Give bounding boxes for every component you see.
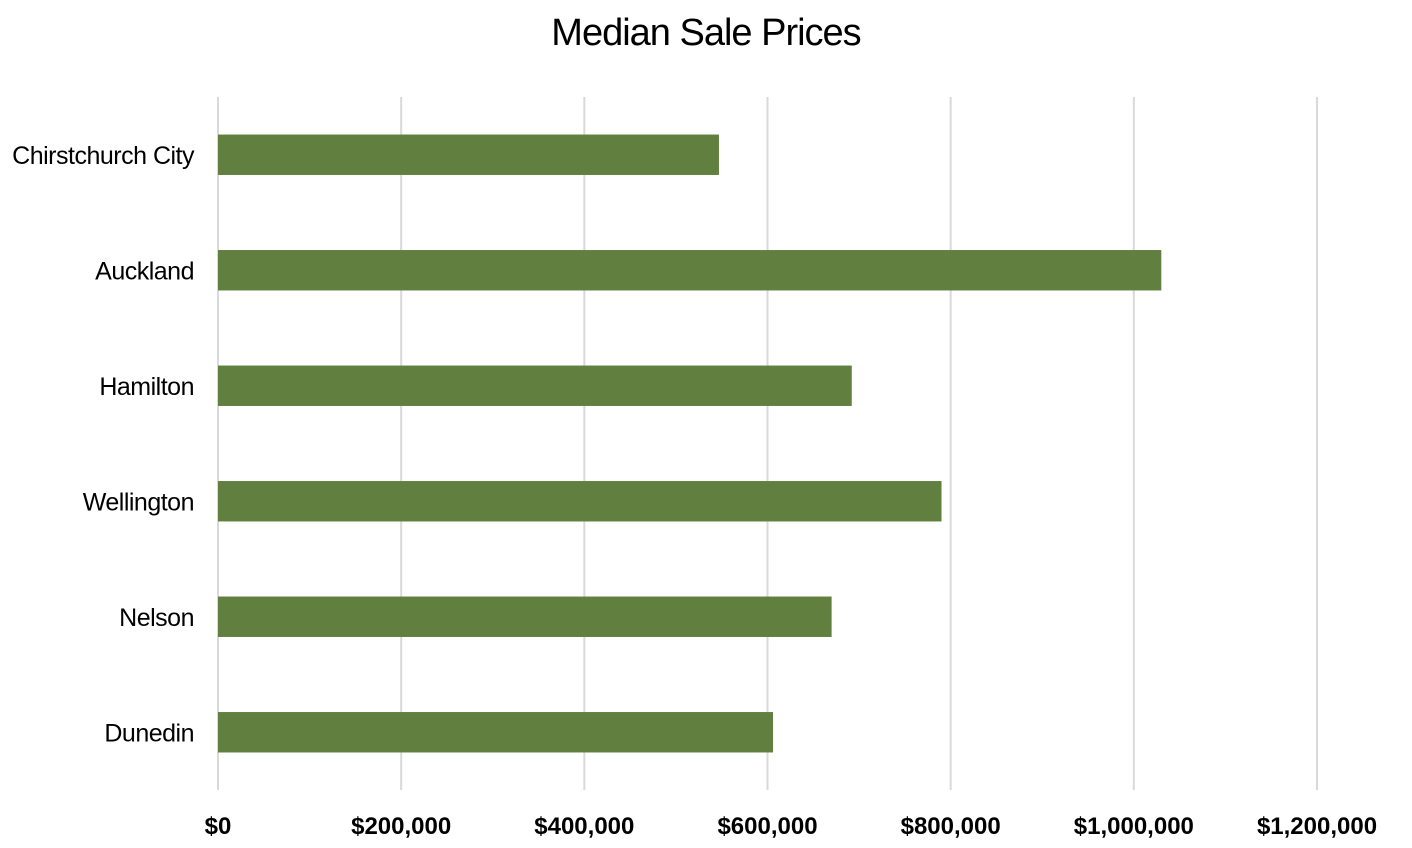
category-label: Wellington: [83, 488, 194, 516]
chart-title: Median Sale Prices: [551, 12, 861, 54]
bar: [218, 481, 942, 522]
x-tick-label: $800,000: [901, 813, 1001, 840]
bar: [218, 365, 852, 406]
x-tick-label: $600,000: [717, 813, 817, 840]
x-tick-label: $1,200,000: [1257, 813, 1377, 840]
x-tick-label: $1,000,000: [1074, 813, 1194, 840]
category-label: Auckland: [95, 257, 194, 285]
bar: [218, 250, 1162, 291]
bars: [218, 134, 1162, 753]
category-label: Nelson: [119, 604, 194, 632]
x-tick-label: $0: [205, 813, 232, 840]
bar: [218, 134, 719, 175]
bar: [218, 596, 832, 637]
gridlines: [217, 97, 1318, 790]
x-tick-labels: $0 $200,000 $400,000 $600,000 $800,000 $1,000…: [205, 813, 1377, 840]
category-labels: Chirstchurch City Auckland Hamilton Welling…: [12, 142, 195, 748]
x-tick-label: $400,000: [534, 813, 634, 840]
category-label: Chirstchurch City: [12, 142, 195, 170]
category-label: Dunedin: [104, 719, 194, 747]
category-label: Hamilton: [99, 373, 194, 401]
x-tick-label: $200,000: [351, 813, 451, 840]
bar: [218, 712, 773, 753]
